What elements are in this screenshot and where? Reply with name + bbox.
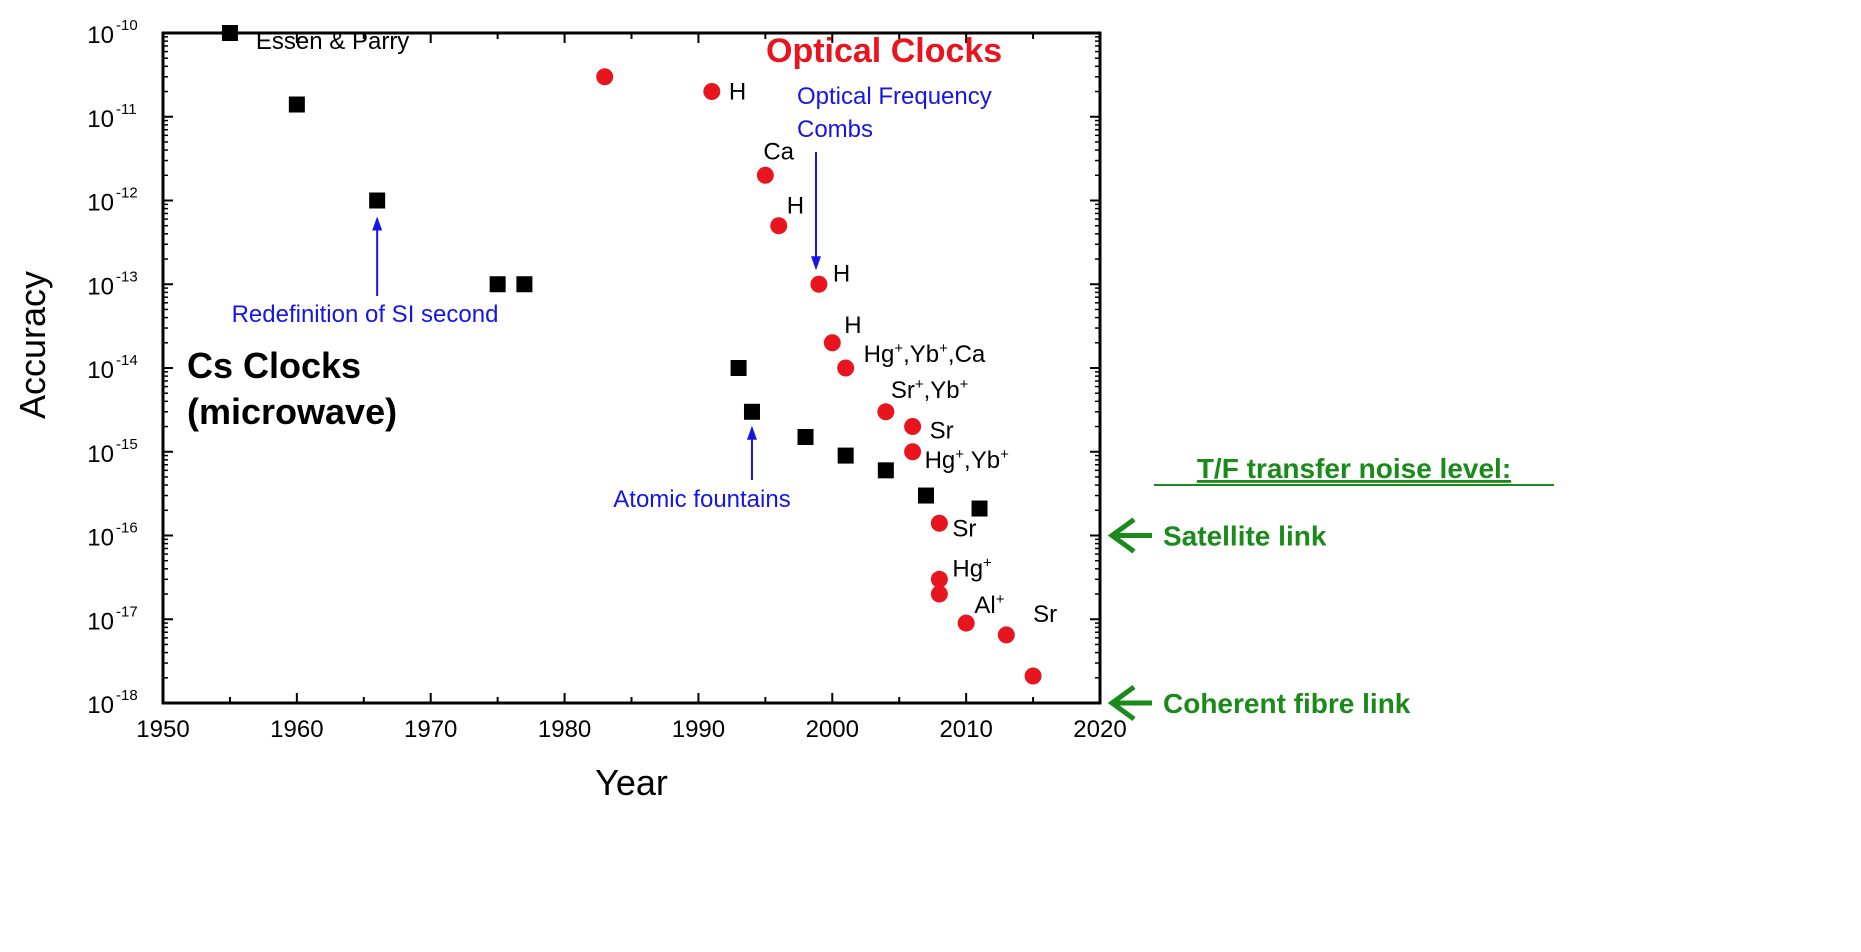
redefinition-label: Redefinition of SI second [232, 301, 499, 328]
cs-clock-point [369, 192, 386, 209]
cs-clocks-subtitle: (microwave) [187, 391, 397, 432]
fountains-label: Atomic fountains [613, 486, 790, 513]
point-label: H [844, 312, 861, 339]
x-tick-label: 1950 [136, 716, 189, 743]
cs-clocks-title: Cs Clocks [187, 345, 361, 386]
y-tick-label: 10 [87, 357, 114, 384]
point-label: Al+ [974, 591, 1004, 619]
optical-clock-point [877, 403, 895, 421]
point-label: H [833, 260, 850, 287]
y-tick-label: 10 [87, 692, 114, 719]
point-label: Sr+,Yb+ [891, 376, 969, 404]
point-label: H [787, 193, 804, 220]
cs-clock-point [489, 276, 506, 293]
point-label: Hg+ [952, 554, 992, 582]
optical-clock-point [930, 585, 948, 603]
y-tick-label: 10 [87, 608, 114, 635]
point-label: Sr [1033, 601, 1057, 628]
y-tick-exponent: -12 [116, 185, 138, 202]
optical-clock-point [823, 334, 841, 352]
transfer-levels: Satellite link Coherent fibre link [1107, 517, 1411, 722]
optical-clock-point [957, 614, 975, 632]
transfer-arrow-head [1107, 684, 1136, 722]
combs-arrowhead [811, 256, 821, 271]
cs-clock-point [288, 96, 305, 113]
x-tick-label: 1960 [270, 716, 323, 743]
y-tick-exponent: -18 [116, 687, 138, 704]
x-tick-label: 1970 [404, 716, 457, 743]
optical-clock-point [930, 570, 948, 588]
point-label: Essen & Parry [256, 28, 409, 55]
point-labels: Essen & ParryHCaHHHHg+,Yb+,CaSr+,Yb+SrHg… [256, 28, 1057, 628]
y-tick-label: 10 [87, 273, 114, 300]
cs-clock-point [797, 429, 814, 446]
redefinition-arrowhead [372, 216, 383, 231]
point-label: Hg+,Yb+,Ca [864, 340, 986, 368]
optical-clock-point [837, 359, 855, 377]
point-label: H [729, 79, 746, 106]
cs-clock-point [221, 25, 238, 41]
x-tick-label: 2000 [806, 716, 859, 743]
point-label: Sr [952, 515, 976, 542]
y-axis-label: Accuracy [12, 271, 53, 419]
cs-clock-point [837, 447, 854, 464]
point-label: Hg+,Yb+ [925, 446, 1009, 474]
optical-clock-point [904, 418, 922, 436]
y-tick-exponent: -16 [116, 520, 138, 537]
x-tick-label: 1980 [538, 716, 591, 743]
optical-clock-point [997, 626, 1015, 644]
optical-clocks-title: Optical Clocks [766, 32, 1002, 70]
y-tick-exponent: -17 [116, 603, 138, 620]
y-tick-label: 10 [87, 441, 114, 468]
y-tick-label: 10 [87, 22, 114, 49]
y-tick-label: 10 [87, 106, 114, 133]
fountains-arrowhead [746, 425, 757, 440]
y-tick-labels: 10-1010-1110-1210-1310-1410-1510-1610-17… [87, 17, 137, 719]
cs-clock-point [971, 500, 988, 517]
point-label: Ca [763, 138, 794, 165]
combs-label-line2: Combs [797, 116, 873, 143]
cs-clock-point [516, 276, 533, 293]
x-tick-label: 1990 [672, 716, 725, 743]
point-label: Sr [930, 418, 954, 445]
optical-clock-point [1024, 667, 1042, 685]
optical-clock-point [930, 514, 948, 532]
optical-clock-point [810, 275, 828, 293]
transfer-level-label: Coherent fibre link [1163, 688, 1411, 719]
y-tick-exponent: -14 [116, 352, 138, 369]
optical-clock-point [596, 68, 614, 86]
optical-clock-point [756, 166, 774, 184]
y-tick-label: 10 [87, 190, 114, 217]
y-tick-exponent: -15 [116, 436, 138, 453]
y-tick-label: 10 [87, 525, 114, 552]
optical-clock-point [904, 443, 922, 461]
transfer-level-label: Satellite link [1163, 521, 1327, 552]
x-tick-labels: 1950 1960 1970 1980 1990 2000 2010 2020 [136, 716, 1126, 743]
data-points [221, 25, 1042, 685]
cs-clock-point [917, 487, 934, 504]
y-tick-exponent: -13 [116, 268, 138, 285]
cs-clock-point [730, 360, 747, 376]
x-axis-label: Year [595, 762, 668, 803]
plot-axes [161, 31, 1102, 705]
transfer-arrow-head [1107, 517, 1136, 554]
optical-clock-point [770, 217, 788, 235]
combs-label-line1: Optical Frequency [797, 83, 992, 110]
cs-clock-point [743, 403, 760, 420]
cs-clock-point [877, 462, 894, 479]
x-tick-label: 2020 [1073, 716, 1126, 743]
y-tick-exponent: -10 [116, 17, 138, 34]
optical-clock-point [703, 83, 721, 101]
x-tick-label: 2010 [939, 716, 992, 743]
y-tick-exponent: -11 [116, 101, 137, 118]
transfer-noise-title: T/F transfer noise level: [1197, 453, 1511, 484]
